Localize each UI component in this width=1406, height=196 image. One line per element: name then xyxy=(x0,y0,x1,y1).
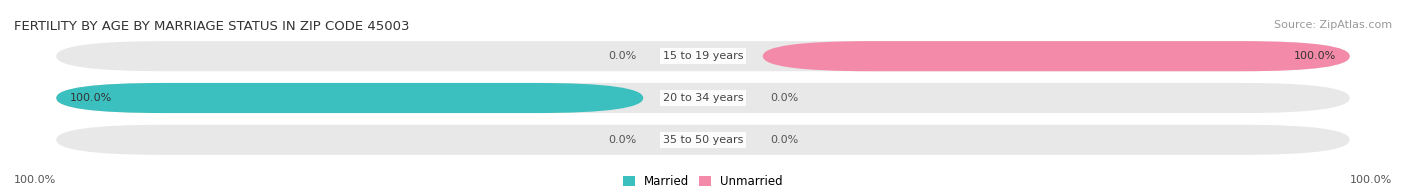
Text: 0.0%: 0.0% xyxy=(607,135,637,145)
Text: 35 to 50 years: 35 to 50 years xyxy=(662,135,744,145)
Text: 100.0%: 100.0% xyxy=(1350,175,1392,185)
FancyBboxPatch shape xyxy=(56,125,1350,155)
Text: 15 to 19 years: 15 to 19 years xyxy=(662,51,744,61)
Legend: Married, Unmarried: Married, Unmarried xyxy=(623,175,783,188)
Text: 0.0%: 0.0% xyxy=(770,93,799,103)
FancyBboxPatch shape xyxy=(56,83,644,113)
FancyBboxPatch shape xyxy=(56,83,1350,113)
Text: 0.0%: 0.0% xyxy=(770,135,799,145)
Text: 100.0%: 100.0% xyxy=(14,175,56,185)
FancyBboxPatch shape xyxy=(56,41,1350,71)
Text: 100.0%: 100.0% xyxy=(1294,51,1336,61)
Text: 0.0%: 0.0% xyxy=(607,51,637,61)
FancyBboxPatch shape xyxy=(762,41,1350,71)
Text: Source: ZipAtlas.com: Source: ZipAtlas.com xyxy=(1274,20,1392,30)
Text: 100.0%: 100.0% xyxy=(70,93,112,103)
Text: 20 to 34 years: 20 to 34 years xyxy=(662,93,744,103)
Text: FERTILITY BY AGE BY MARRIAGE STATUS IN ZIP CODE 45003: FERTILITY BY AGE BY MARRIAGE STATUS IN Z… xyxy=(14,20,409,33)
